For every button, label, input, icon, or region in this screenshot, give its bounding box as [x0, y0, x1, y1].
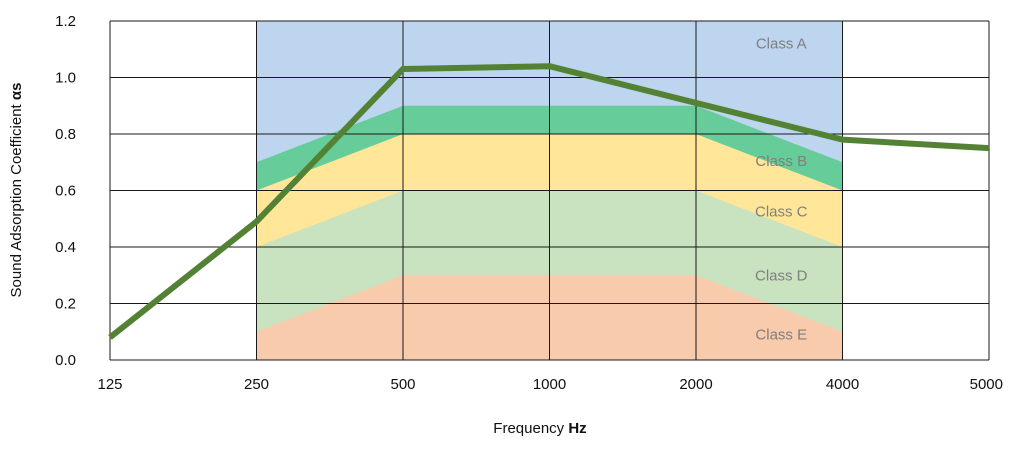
y-tick-label: 0.6 — [55, 183, 76, 200]
y-tick-label: 0.0 — [55, 352, 76, 369]
y-tick-label: 0.8 — [55, 126, 76, 143]
y-tick-label: 0.4 — [55, 239, 76, 256]
band-label-class-a: Class A — [756, 36, 807, 53]
series-lines — [108, 63, 990, 340]
x-tick-labels: 125 250 500 1000 2000 4000 5000 — [97, 376, 1003, 393]
grid-lines — [109, 20, 990, 361]
x-tick-label: 125 — [97, 376, 122, 393]
band-label-class-d: Class D — [755, 267, 808, 284]
x-tick-label: 500 — [390, 376, 415, 393]
y-tick-labels: 0.0 0.2 0.4 0.6 0.8 1.0 1.2 — [55, 13, 76, 369]
y-tick-label: 0.2 — [55, 296, 76, 313]
band-label-class-b: Class B — [755, 153, 807, 170]
x-tick-label: 4000 — [826, 376, 859, 393]
x-tick-label: 1000 — [533, 376, 566, 393]
y-tick-label: 1.2 — [55, 13, 76, 30]
x-tick-label: 250 — [244, 376, 269, 393]
y-axis-title: Sound Adsorption Coefficient αs — [8, 83, 25, 298]
class-labels: Class E Class D Class C Class B Class A — [755, 36, 808, 344]
x-tick-label: 2000 — [679, 376, 712, 393]
y-tick-label: 1.0 — [55, 70, 76, 87]
band-label-class-c: Class C — [755, 204, 808, 221]
x-tick-label: 5000 — [970, 376, 1003, 393]
band-label-class-e: Class E — [755, 327, 807, 344]
x-axis-title: Frequency Hz — [493, 420, 586, 437]
